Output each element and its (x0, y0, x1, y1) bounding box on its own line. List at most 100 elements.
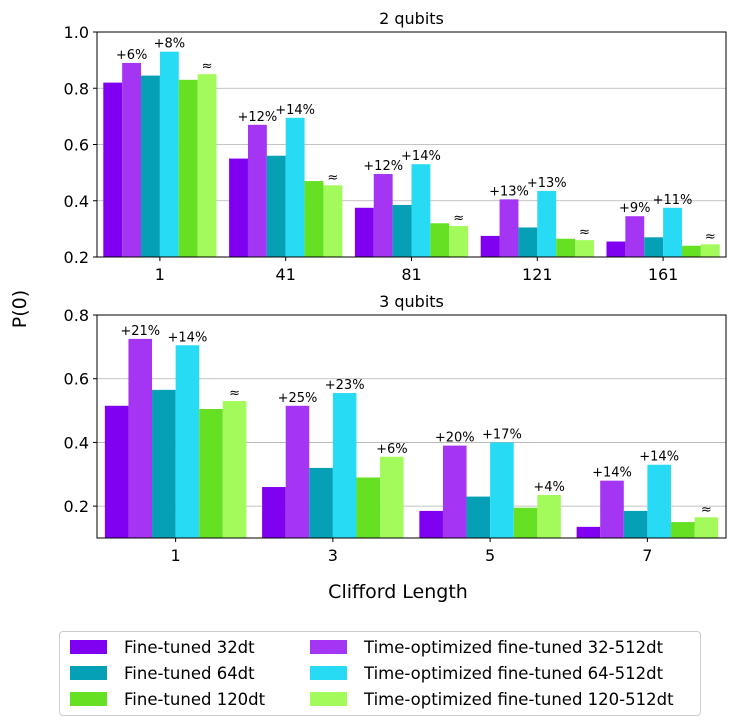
annotation-label: +6% (376, 442, 408, 457)
y-axis-label: P(0) (9, 290, 31, 328)
bar-3q-1-s4 (199, 408, 223, 538)
bar-3q-7-s3 (647, 464, 671, 538)
bar-2q-1-s2 (141, 75, 160, 257)
bar-2q-1-s4 (178, 79, 198, 257)
annotation-label: +9% (619, 201, 651, 216)
bar-3q-3-s2 (309, 467, 333, 538)
annotation-label: ≈ (202, 59, 213, 74)
legend-swatch (70, 640, 107, 654)
chart: +6%+8%≈1+12%+14%≈41+12%+14%≈81+13%+13%≈1… (9, 9, 727, 603)
bar-3q-5-s3 (490, 442, 514, 538)
annotation-label: +14% (639, 450, 679, 465)
annotation-label: +13% (527, 176, 567, 191)
bar-3q-1-s5 (222, 401, 247, 538)
bar-2q-121-s2 (518, 227, 538, 257)
bar-3q-7-s4 (670, 522, 695, 538)
bar-3q-3-s4 (356, 477, 381, 538)
bar-2q-81-s2 (392, 204, 412, 257)
x-tick-label: 3 (328, 546, 338, 565)
annotation-label: +17% (482, 427, 522, 442)
bar-2q-41-s2 (266, 155, 286, 257)
bar-2q-1-s3 (159, 51, 179, 257)
annotation-label: ≈ (579, 225, 590, 240)
legend-swatch (310, 666, 347, 680)
y-tick-label: 1.0 (64, 23, 89, 42)
bar-2q-161-s4 (681, 245, 701, 257)
annotation-label: +14% (275, 103, 315, 118)
annotation-label: +14% (168, 330, 208, 345)
x-tick-label: 1 (155, 265, 165, 284)
bar-2q-121-s0 (480, 235, 500, 257)
legend-swatch (70, 666, 107, 680)
annotation-label: +13% (489, 184, 529, 199)
bar-3q-1-s1 (128, 338, 153, 538)
bar-3q-3-s5 (380, 456, 404, 538)
y-tick-label: 0.4 (64, 433, 89, 452)
bar-3q-3-s1 (285, 405, 310, 538)
x-tick-label: 41 (276, 265, 296, 284)
legend-item-time-optimized-32-512dt: Time-optimized fine-tuned 32-512dt (310, 636, 663, 658)
bar-2q-161-s3 (663, 207, 682, 257)
legend-label: Fine-tuned 32dt (124, 637, 255, 657)
bar-3q-7-s1 (600, 480, 624, 538)
bar-2q-41-s5 (323, 185, 343, 257)
axes-frame (96, 314, 727, 539)
legend-item-fine-tuned-64dt: Fine-tuned 64dt (70, 662, 255, 684)
bar-2q-121-s4 (556, 238, 576, 257)
bar-2q-161-s0 (606, 241, 626, 257)
legend-label: Time-optimized fine-tuned 32-512dt (364, 637, 664, 657)
bar-3q-3-s0 (262, 487, 286, 538)
legend-item-time-optimized-120-512dt: Time-optimized fine-tuned 120-512dt (310, 688, 674, 710)
annotation-label: ≈ (701, 502, 712, 517)
bar-3q-7-s0 (576, 526, 601, 538)
legend-label: Time-optimized fine-tuned 120-512dt (364, 689, 674, 709)
legend-swatch (310, 692, 347, 706)
legend-item-time-optimized-64-512dt: Time-optimized fine-tuned 64-512dt (310, 662, 663, 684)
bar-3q-1-s0 (104, 405, 129, 538)
bar-2q-121-s3 (537, 190, 557, 257)
bar-2q-161-s2 (644, 237, 664, 257)
panel-title: 2 qubits (379, 9, 444, 28)
x-tick-label: 161 (648, 265, 679, 284)
y-tick-label: 0.8 (64, 306, 89, 325)
x-tick-label: 5 (485, 546, 495, 565)
bar-2q-41-s4 (304, 181, 324, 257)
bar-2q-41-s1 (247, 124, 267, 257)
y-tick-label: 0.6 (64, 370, 89, 389)
bar-3q-3-s3 (332, 393, 357, 538)
annotation-label: +14% (592, 466, 632, 481)
bar-2q-81-s0 (354, 207, 374, 257)
annotation-label: +23% (325, 378, 365, 393)
legend-label: Fine-tuned 120dt (124, 689, 266, 709)
bar-2q-121-s5 (575, 240, 594, 257)
bar-3q-5-s2 (466, 496, 491, 538)
x-tick-label: 81 (401, 265, 421, 284)
x-tick-label: 121 (522, 265, 553, 284)
annotation-label: +6% (116, 48, 148, 63)
bar-3q-5-s4 (513, 507, 538, 538)
bar-3q-5-s1 (442, 445, 467, 538)
x-tick-label: 7 (642, 546, 652, 565)
annotation-label: +12% (237, 110, 277, 125)
y-tick-label: 0.8 (64, 79, 89, 98)
legend-swatch (70, 692, 107, 706)
bar-2q-81-s5 (449, 226, 469, 257)
annotation-label: +21% (120, 324, 160, 339)
bar-3q-1-s2 (152, 389, 176, 538)
legend-item-fine-tuned-120dt: Fine-tuned 120dt (70, 688, 265, 710)
legend-label: Time-optimized fine-tuned 64-512dt (364, 663, 664, 683)
x-tick-label: 1 (171, 546, 181, 565)
bar-2q-1-s5 (197, 74, 217, 257)
annotation-label: +8% (154, 37, 186, 52)
bar-3q-7-s5 (694, 517, 719, 538)
annotation-label: +25% (278, 391, 318, 406)
annotation-label: +12% (363, 159, 403, 174)
bar-2q-81-s1 (373, 174, 393, 257)
bar-2q-1-s1 (122, 62, 142, 257)
bar-2q-81-s4 (430, 223, 450, 257)
annotation-label: +4% (533, 480, 565, 495)
y-tick-label: 0.2 (64, 497, 89, 516)
annotation-label: ≈ (327, 170, 338, 185)
y-tick-label: 0.2 (64, 248, 89, 267)
annotation-label: ≈ (705, 229, 716, 244)
